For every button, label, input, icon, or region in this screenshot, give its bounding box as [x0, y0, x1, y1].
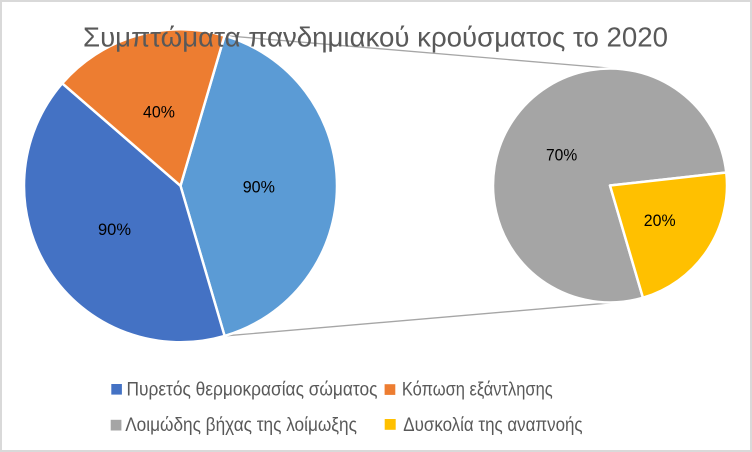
svg-text:Λοιμώδης βήχας της λοίμωξης: Λοιμώδης βήχας της λοίμωξης: [125, 415, 357, 436]
svg-text:20%: 20%: [644, 212, 676, 230]
svg-text:40%: 40%: [143, 104, 175, 122]
svg-text:Συμπτώματα πανδημιακού κρούσμα: Συμπτώματα πανδημιακού κρούσματος το 202…: [83, 21, 668, 52]
svg-text:90%: 90%: [243, 179, 275, 197]
svg-text:Δυσκολία της αναπνοής: Δυσκολία της αναπνοής: [403, 415, 582, 436]
svg-text:Κόπωση εξάντλησης: Κόπωση εξάντλησης: [402, 379, 553, 400]
svg-text:Πυρετός θερμοκρασίας σώματος: Πυρετός θερμοκρασίας σώματος: [127, 379, 378, 400]
svg-text:90%: 90%: [98, 221, 131, 239]
svg-text:70%: 70%: [546, 147, 577, 165]
